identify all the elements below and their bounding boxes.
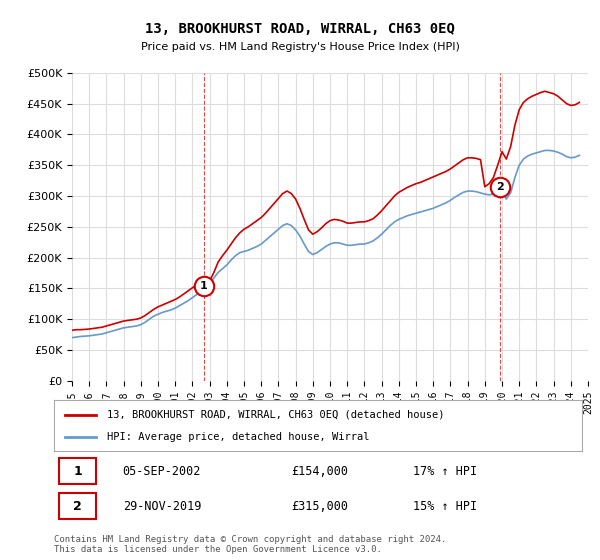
Text: 2: 2 [73,500,82,512]
Text: 1: 1 [73,465,82,478]
Text: 13, BROOKHURST ROAD, WIRRAL, CH63 0EQ (detached house): 13, BROOKHURST ROAD, WIRRAL, CH63 0EQ (d… [107,409,444,419]
Text: Price paid vs. HM Land Registry's House Price Index (HPI): Price paid vs. HM Land Registry's House … [140,42,460,52]
Text: £154,000: £154,000 [292,465,349,478]
Text: 2: 2 [496,182,504,192]
Text: 05-SEP-2002: 05-SEP-2002 [122,465,201,478]
Text: Contains HM Land Registry data © Crown copyright and database right 2024.
This d: Contains HM Land Registry data © Crown c… [54,535,446,554]
Text: HPI: Average price, detached house, Wirral: HPI: Average price, detached house, Wirr… [107,432,370,442]
Text: 29-NOV-2019: 29-NOV-2019 [122,500,201,512]
Text: £315,000: £315,000 [292,500,349,512]
Text: 17% ↑ HPI: 17% ↑ HPI [413,465,477,478]
Text: 15% ↑ HPI: 15% ↑ HPI [413,500,477,512]
Text: 13, BROOKHURST ROAD, WIRRAL, CH63 0EQ: 13, BROOKHURST ROAD, WIRRAL, CH63 0EQ [145,22,455,36]
Text: 1: 1 [200,281,208,291]
FancyBboxPatch shape [59,493,96,520]
FancyBboxPatch shape [59,458,96,484]
